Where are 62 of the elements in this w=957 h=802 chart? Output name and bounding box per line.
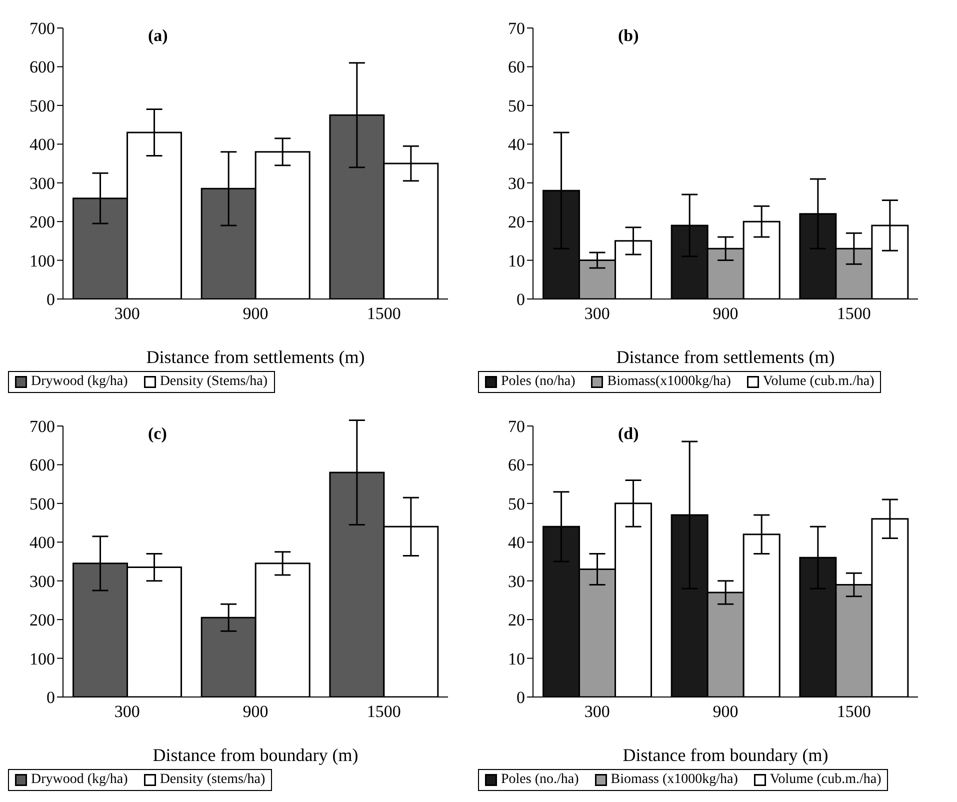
y-tick-label: 60 — [508, 456, 525, 475]
y-tick-label: 0 — [46, 290, 55, 310]
y-tick-label: 0 — [516, 290, 525, 310]
y-tick-label: 200 — [30, 212, 55, 232]
y-tick-label: 600 — [30, 456, 55, 475]
y-tick-label: 500 — [30, 96, 55, 116]
y-tick-label: 200 — [30, 610, 55, 630]
y-tick-label: 50 — [508, 96, 525, 116]
y-tick-label: 400 — [30, 135, 55, 154]
x-tick-label: 1500 — [836, 304, 871, 324]
x-tick-label: 900 — [712, 702, 738, 722]
y-tick-label: 40 — [508, 533, 525, 552]
legend-label: Drywood (kg/ha) — [31, 374, 128, 390]
x-axis-title: Distance from boundary (m) — [622, 745, 828, 765]
legend-label: Poles (no./ha) — [501, 772, 579, 788]
y-tick-label: 60 — [508, 58, 525, 77]
y-tick-label: 10 — [508, 649, 525, 668]
y-tick-label: 30 — [508, 174, 525, 193]
x-tick-label: 300 — [114, 304, 140, 324]
x-tick-label: 1500 — [836, 702, 871, 722]
y-tick-label: 30 — [508, 572, 525, 591]
chart-title: (b) — [618, 26, 639, 46]
y-tick-label: 300 — [30, 572, 55, 591]
chart-title: (d) — [618, 424, 639, 444]
legend-label: Density (Stems/ha) — [160, 374, 268, 390]
y-tick-label: 70 — [508, 19, 525, 38]
y-tick-label: 700 — [30, 19, 55, 38]
legend-label: Biomass(x1000kg/ha) — [607, 374, 731, 390]
legend-label: Biomass (x1000kg/ha) — [610, 772, 738, 788]
legend-label: Drywood (kg/ha) — [31, 772, 128, 788]
legend-label: Density (stems/ha) — [160, 772, 266, 788]
x-tick-label: 900 — [712, 304, 738, 324]
y-tick-label: 700 — [30, 417, 55, 436]
y-tick-label: 40 — [508, 135, 525, 154]
y-tick-label: 70 — [508, 417, 525, 436]
x-axis-title: Distance from settlements (m) — [616, 347, 835, 367]
y-tick-label: 100 — [30, 251, 55, 270]
y-tick-label: 500 — [30, 494, 55, 514]
y-tick-label: 0 — [46, 688, 55, 708]
y-tick-label: 100 — [30, 649, 55, 668]
x-tick-label: 900 — [242, 304, 268, 324]
x-axis-title: Distance from settlements (m) — [146, 347, 365, 367]
x-axis-title: Distance from boundary (m) — [152, 745, 358, 765]
x-tick-label: 300 — [114, 702, 140, 722]
y-tick-label: 0 — [516, 688, 525, 708]
x-tick-label: 300 — [584, 304, 610, 324]
legend-label: Volume (cub.m./ha) — [762, 374, 874, 390]
x-tick-label: 1500 — [366, 702, 401, 722]
y-tick-label: 20 — [508, 610, 525, 630]
y-tick-label: 50 — [508, 494, 525, 514]
legend-label: Volume (cub.m./ha) — [770, 772, 882, 788]
x-tick-label: 1500 — [366, 304, 401, 324]
x-tick-label: 900 — [242, 702, 268, 722]
legend-label: Poles (no/ha) — [501, 374, 576, 390]
y-tick-label: 20 — [508, 212, 525, 232]
x-tick-label: 300 — [584, 702, 610, 722]
y-tick-label: 400 — [30, 533, 55, 552]
y-tick-label: 600 — [30, 58, 55, 77]
y-tick-label: 300 — [30, 174, 55, 193]
y-tick-label: 10 — [508, 251, 525, 270]
chart-title: (a) — [148, 26, 168, 46]
chart-title: (c) — [148, 424, 167, 444]
